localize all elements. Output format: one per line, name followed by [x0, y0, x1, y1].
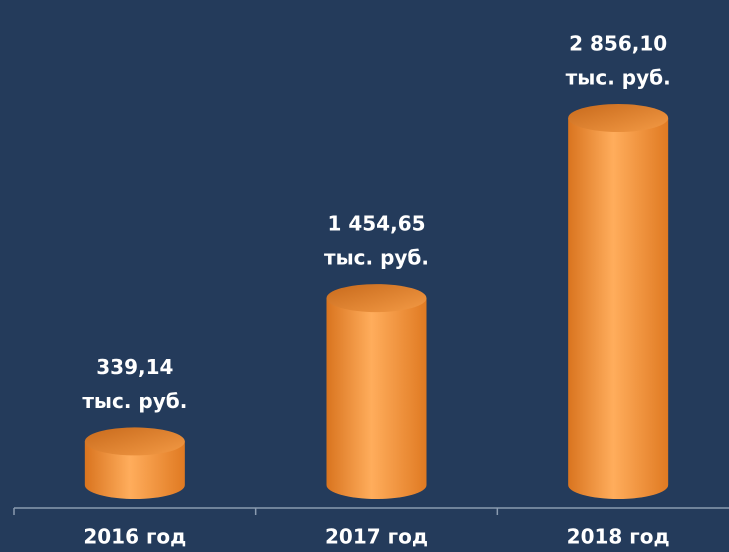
x-tick-label: 2017 год: [325, 525, 428, 549]
bar: [84, 441, 185, 499]
bar-top: [326, 284, 427, 313]
x-tick-label: 2018 год: [567, 525, 670, 549]
data-label: 2 856,10: [569, 32, 667, 56]
data-label: 1 454,65: [327, 212, 425, 236]
bar: [568, 118, 669, 500]
x-tick-label: 2016 год: [83, 525, 186, 549]
data-label: 339,14: [96, 355, 173, 379]
data-label-unit: тыс. руб.: [82, 389, 187, 413]
data-label-unit: тыс. руб.: [566, 66, 671, 90]
data-label-unit: тыс. руб.: [324, 246, 429, 270]
bar-top: [568, 104, 669, 132]
bar-top: [84, 427, 185, 456]
bar: [326, 298, 427, 500]
